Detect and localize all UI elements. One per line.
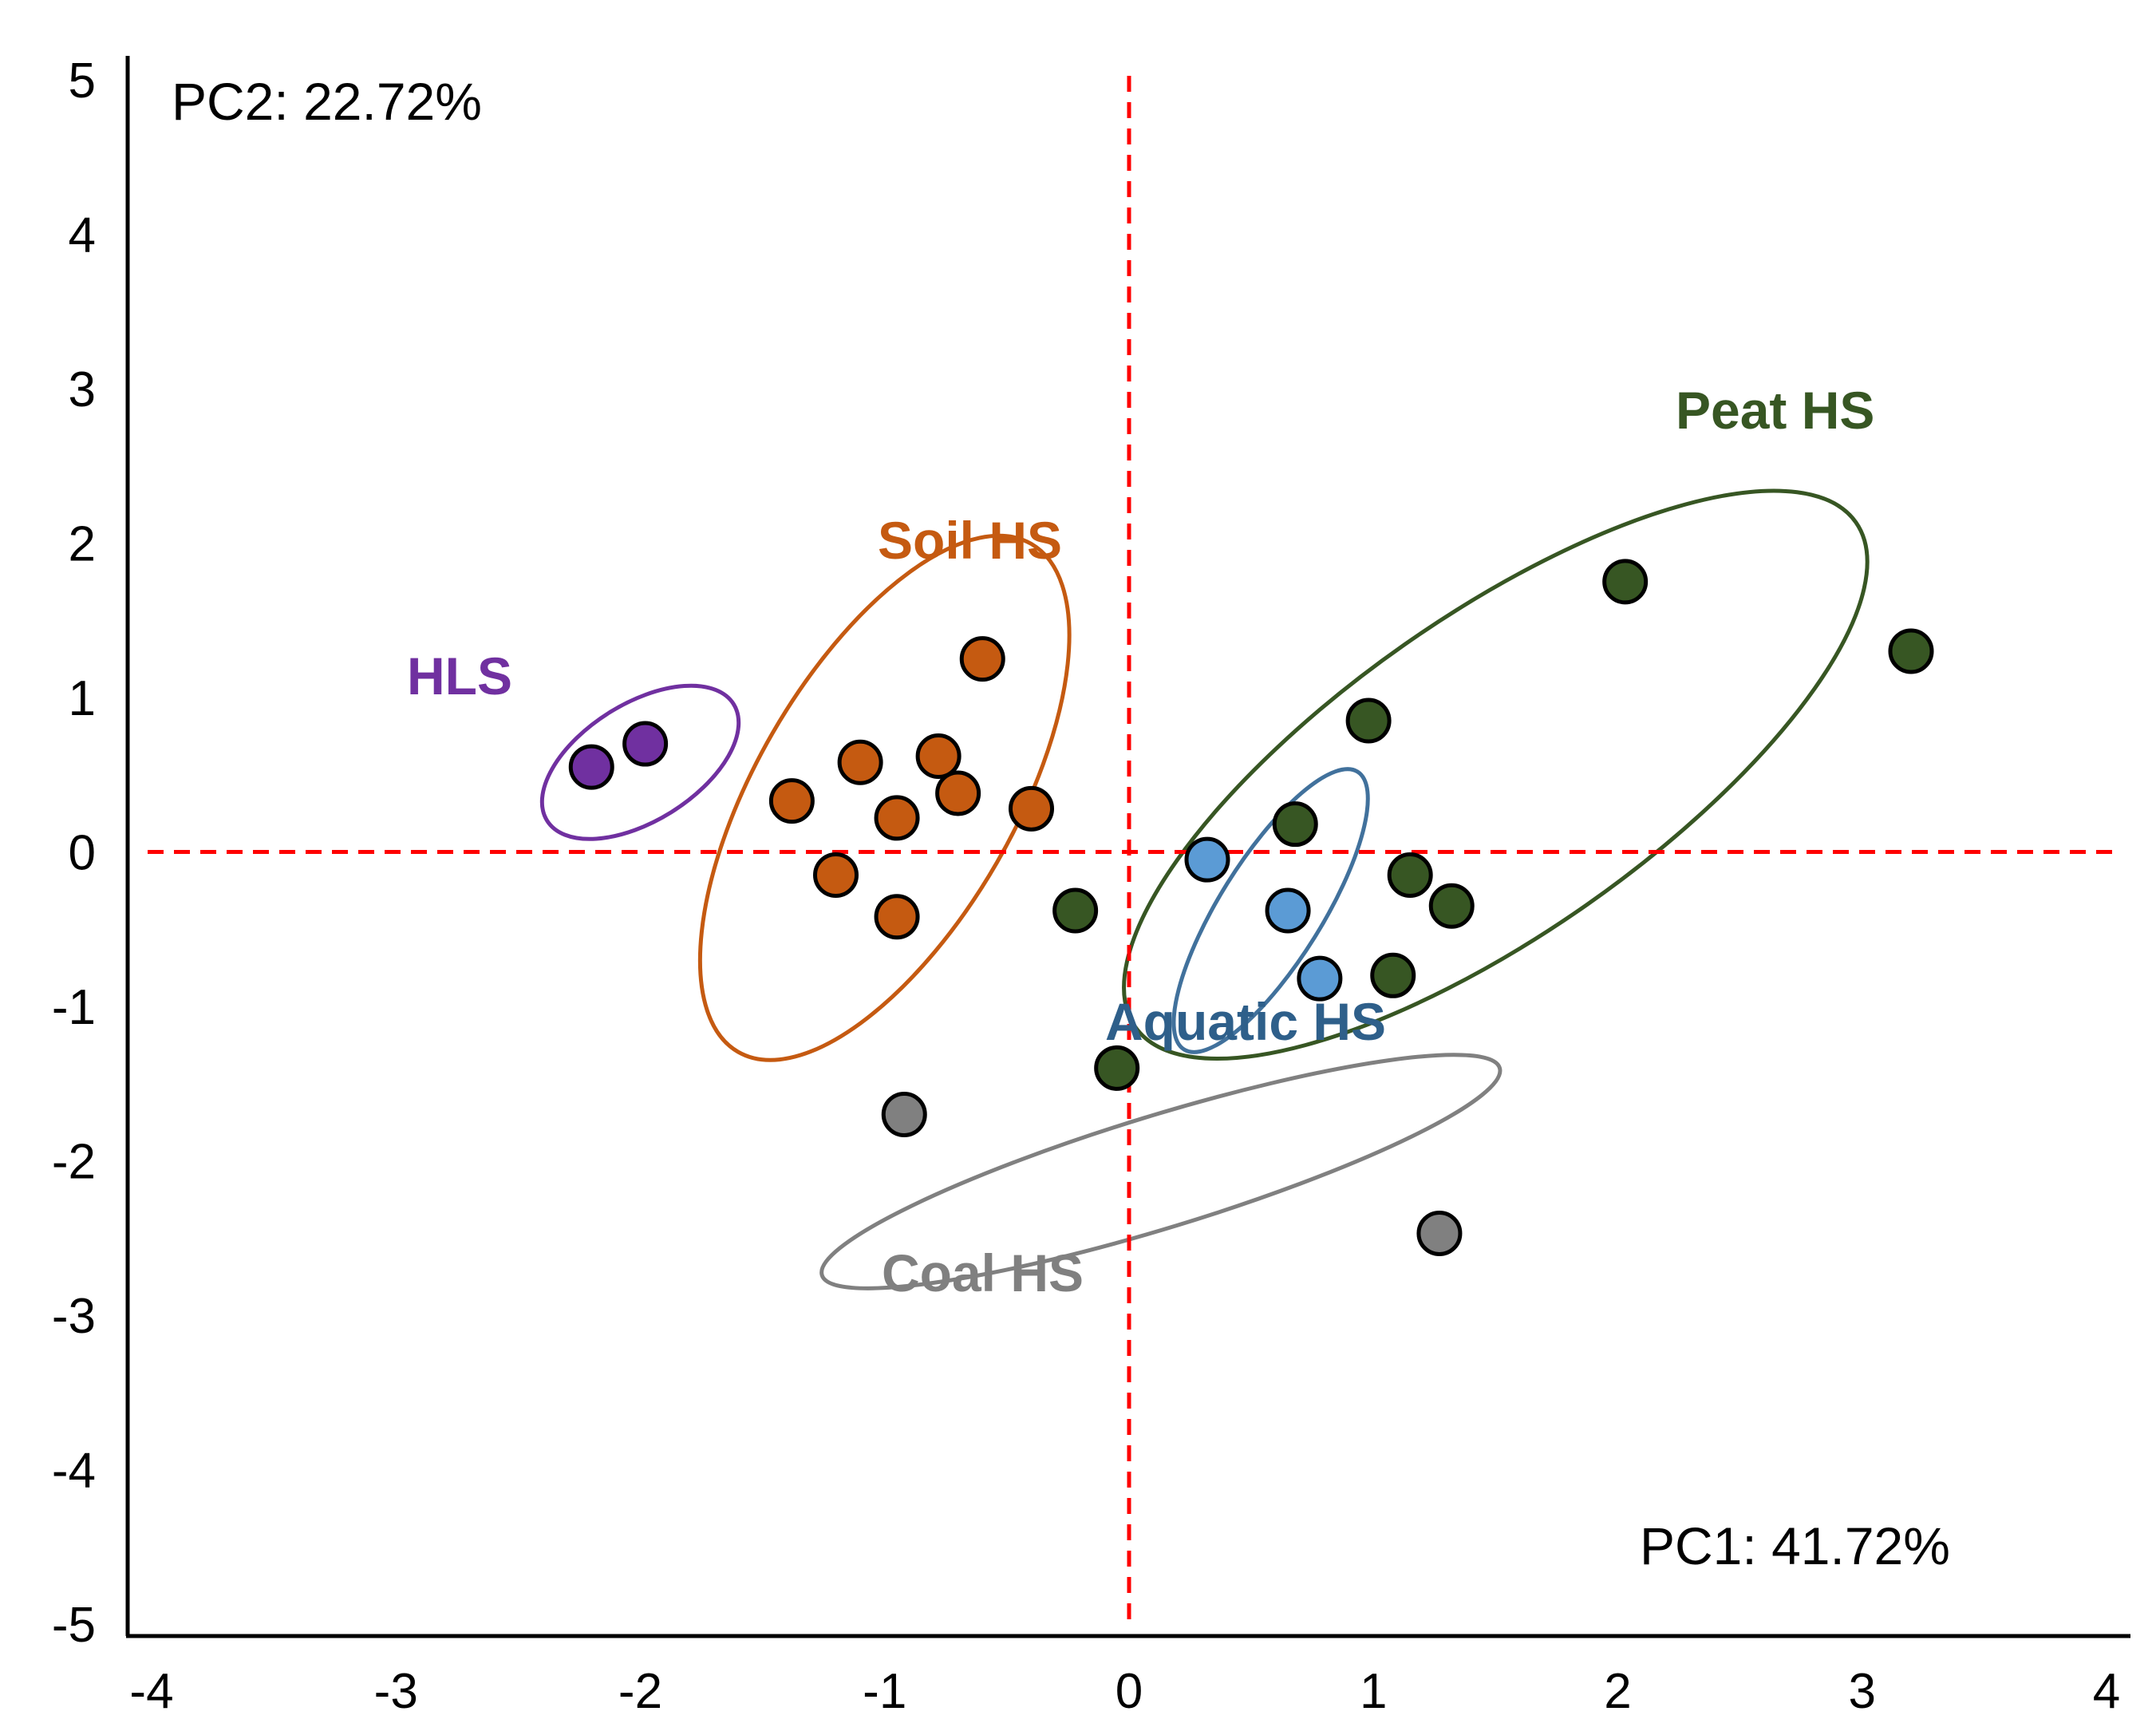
data-point-peat-hs (1428, 883, 1475, 929)
data-point-aquatic-hs (1297, 955, 1343, 1002)
data-point-peat-hs (1370, 952, 1416, 998)
x-tick-label: -3 (374, 1664, 418, 1719)
data-point-soil-hs (874, 894, 920, 940)
cluster-ellipse-coal-hs (819, 1053, 1502, 1290)
data-point-peat-hs (1272, 801, 1318, 848)
y-tick-label: -2 (52, 1135, 96, 1190)
tick-labels: -4 -3 -2 -1 0 1 2 3 4 5 4 3 2 1 0 -1 -2 -3 -4 -5 (52, 53, 2120, 1719)
x-tick-label: -4 (129, 1664, 173, 1719)
data-point-coal-hs (1416, 1210, 1463, 1256)
y-tick-label: 1 (69, 671, 96, 726)
data-point-aquatic-hs (1265, 887, 1311, 934)
x-tick-label: -2 (618, 1664, 662, 1719)
y-tick-label: 2 (69, 517, 96, 572)
data-point-peat-hs (1387, 852, 1433, 899)
x-tick-label: 0 (1116, 1664, 1143, 1719)
data-point-soil-hs (837, 739, 883, 785)
data-points (568, 559, 1934, 1256)
label-aquatic-hs: Aquatic HS (1105, 992, 1386, 1051)
reference-lines (148, 76, 2115, 1624)
data-point-soil-hs (935, 770, 981, 816)
y-tick-label: 0 (69, 826, 96, 881)
data-point-soil-hs (768, 778, 815, 824)
cluster-ellipse-hls (539, 683, 741, 841)
ylabel: PC2: 22.72% (172, 72, 482, 131)
cluster-ellipses (539, 488, 1870, 1290)
data-point-hls (622, 721, 669, 767)
y-tick-label: 5 (69, 53, 96, 109)
label-soil-hs: Soil HS (878, 511, 1062, 570)
label-hls: HLS (407, 646, 512, 705)
y-tick-label: -5 (52, 1598, 96, 1653)
x-tick-label: 1 (1360, 1664, 1387, 1719)
xlabel: PC1: 41.72% (1640, 1516, 1950, 1575)
cluster-ellipse-soil-hs (697, 533, 1072, 1062)
y-tick-label: -1 (52, 980, 96, 1035)
x-tick-label: 4 (2093, 1664, 2120, 1719)
data-point-coal-hs (881, 1091, 927, 1137)
data-point-peat-hs (1602, 559, 1649, 605)
y-tick-label: -4 (52, 1444, 96, 1499)
data-point-soil-hs (959, 636, 1005, 682)
data-point-soil-hs (813, 852, 859, 899)
data-point-peat-hs (1052, 887, 1099, 934)
y-tick-label: 3 (69, 362, 96, 417)
cluster-ellipse-aquatic-hs (1171, 767, 1370, 1054)
x-tick-label: 3 (1849, 1664, 1876, 1719)
data-point-peat-hs (1094, 1045, 1140, 1091)
cluster-ellipse-peat-hs (1122, 488, 1870, 1061)
x-tick-label: 2 (1604, 1664, 1631, 1719)
y-tick-label: 4 (69, 208, 96, 263)
data-point-peat-hs (1888, 628, 1934, 674)
data-point-aquatic-hs (1184, 836, 1230, 883)
label-peat-hs: Peat HS (1676, 381, 1874, 440)
data-point-soil-hs (1009, 785, 1054, 832)
data-point-peat-hs (1345, 698, 1392, 744)
x-tick-label: -1 (863, 1664, 906, 1719)
data-point-soil-hs (915, 733, 962, 780)
axes (125, 56, 2130, 1638)
data-point-soil-hs (874, 795, 920, 841)
label-coal-hs: Coal HS (882, 1243, 1084, 1302)
y-tick-label: -3 (52, 1289, 96, 1344)
data-point-hls (568, 744, 614, 790)
